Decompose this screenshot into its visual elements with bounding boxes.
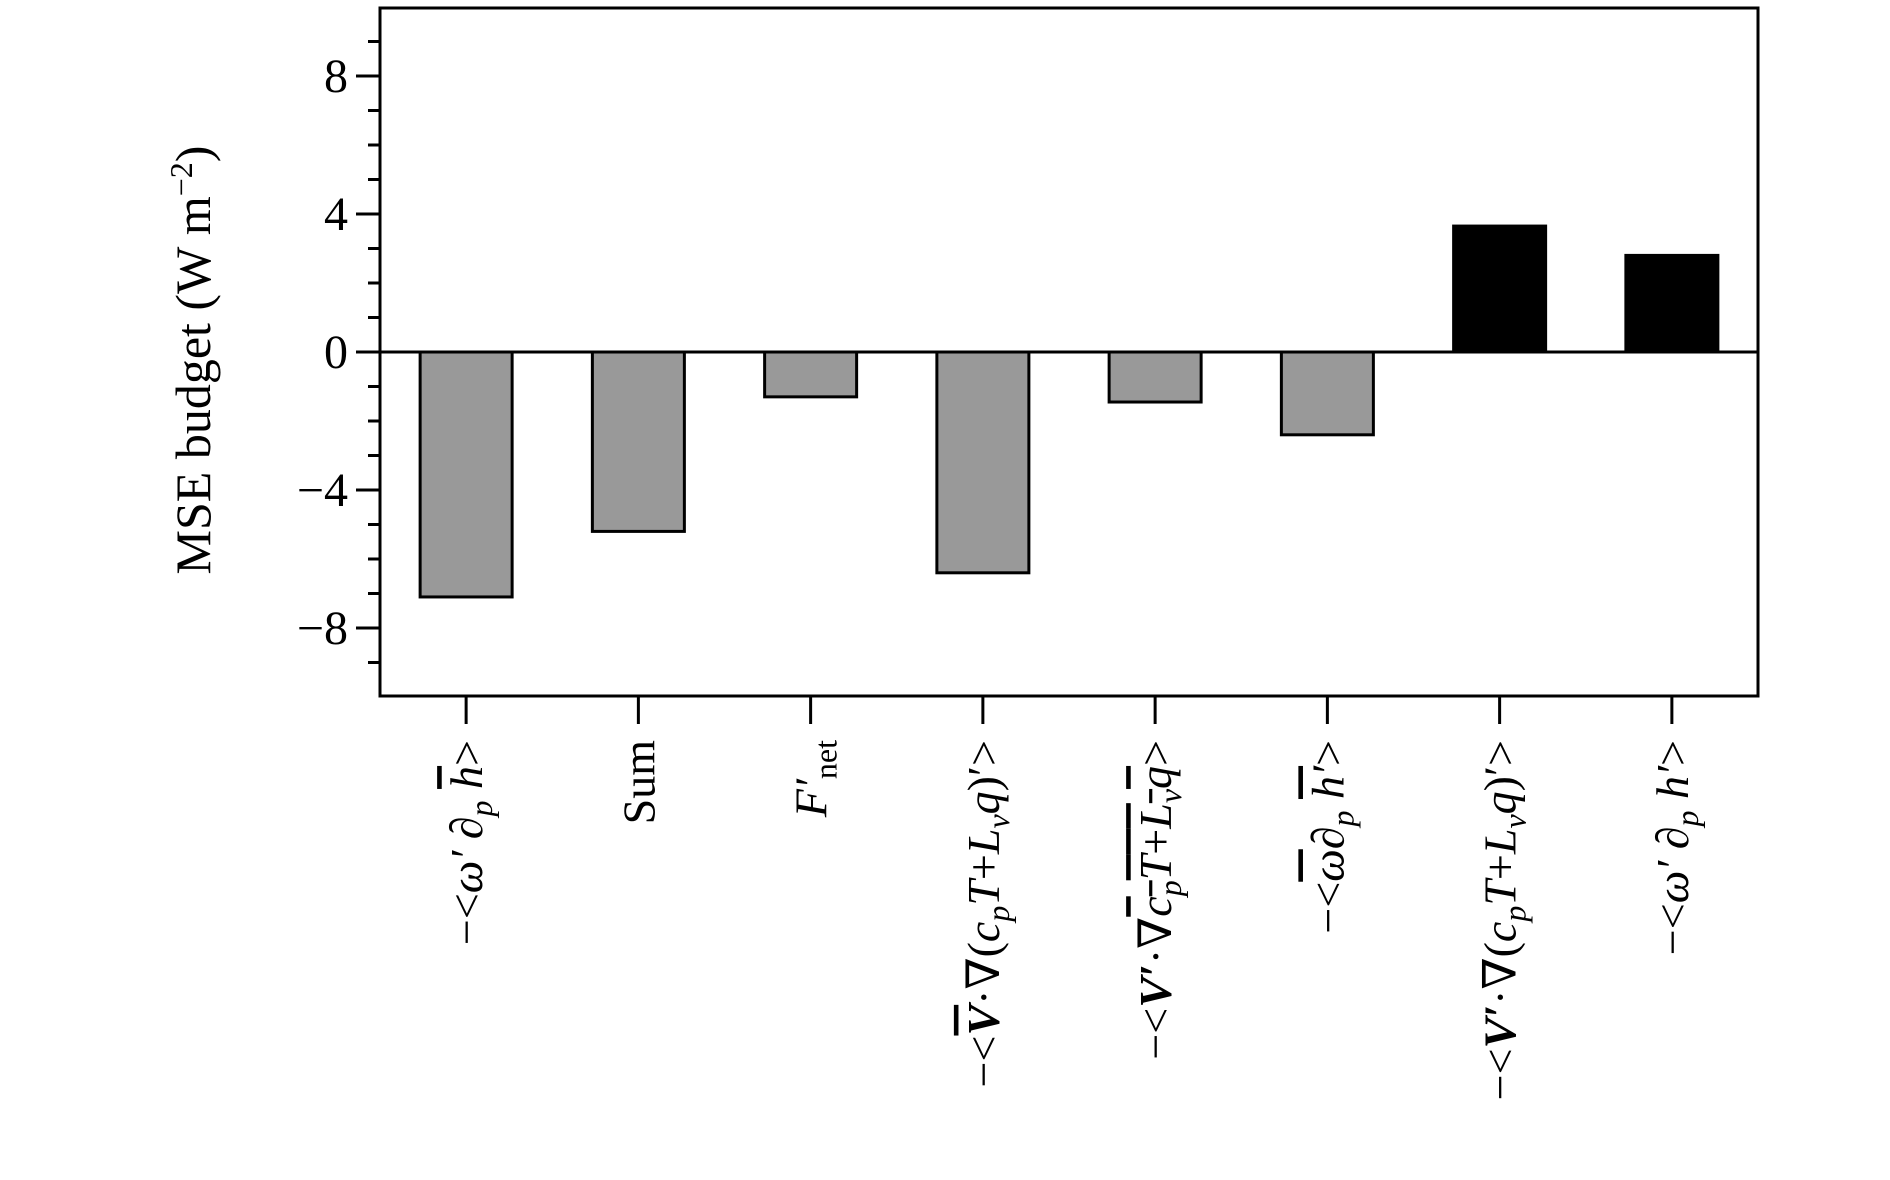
y-tick-label: 0	[324, 326, 348, 379]
x-category-label-1: −<ω′ ∂p h>	[441, 740, 499, 945]
y-axis-title-group: MSE budget (W m−2)	[163, 146, 221, 575]
axis-layer: −8 −4 0 4 8	[297, 6, 1760, 724]
bar-5	[1107, 350, 1203, 404]
x-category-label-6: −<ω∂p h′>	[1302, 740, 1360, 934]
bar-7	[1452, 224, 1548, 354]
bar-1	[418, 350, 514, 599]
bar-6	[1279, 350, 1375, 437]
bars-layer	[418, 224, 1720, 599]
bar-2	[590, 350, 686, 533]
x-category-label-7: −<V′·∇(cpT+Lvq)′>	[1475, 740, 1533, 1100]
y-tick-label: 8	[324, 50, 348, 103]
bar-8	[1624, 253, 1720, 354]
y-tick-label: −4	[297, 464, 348, 517]
y-tick-label: −8	[297, 602, 348, 655]
bar-3	[763, 350, 859, 399]
x-category-label-5: −<V′·∇cpT+Lvq>	[1130, 740, 1188, 1060]
x-tick-labels: −<ω′ ∂p h> Sum F′net −<V·∇(cpT+Lvq)′> −<V′·∇…	[441, 740, 1705, 1101]
x-category-label-2: Sum	[613, 740, 664, 825]
x-category-label-8: −<ω′ ∂p h′>	[1647, 740, 1705, 955]
bar-4	[935, 350, 1031, 575]
x-category-label-4: −<V·∇(cpT+Lvq)′>	[958, 740, 1016, 1087]
y-axis-title: MSE budget (W m−2)	[163, 146, 221, 575]
y-tick-label: 4	[324, 188, 348, 241]
x-category-label-3: F′net	[786, 740, 844, 818]
